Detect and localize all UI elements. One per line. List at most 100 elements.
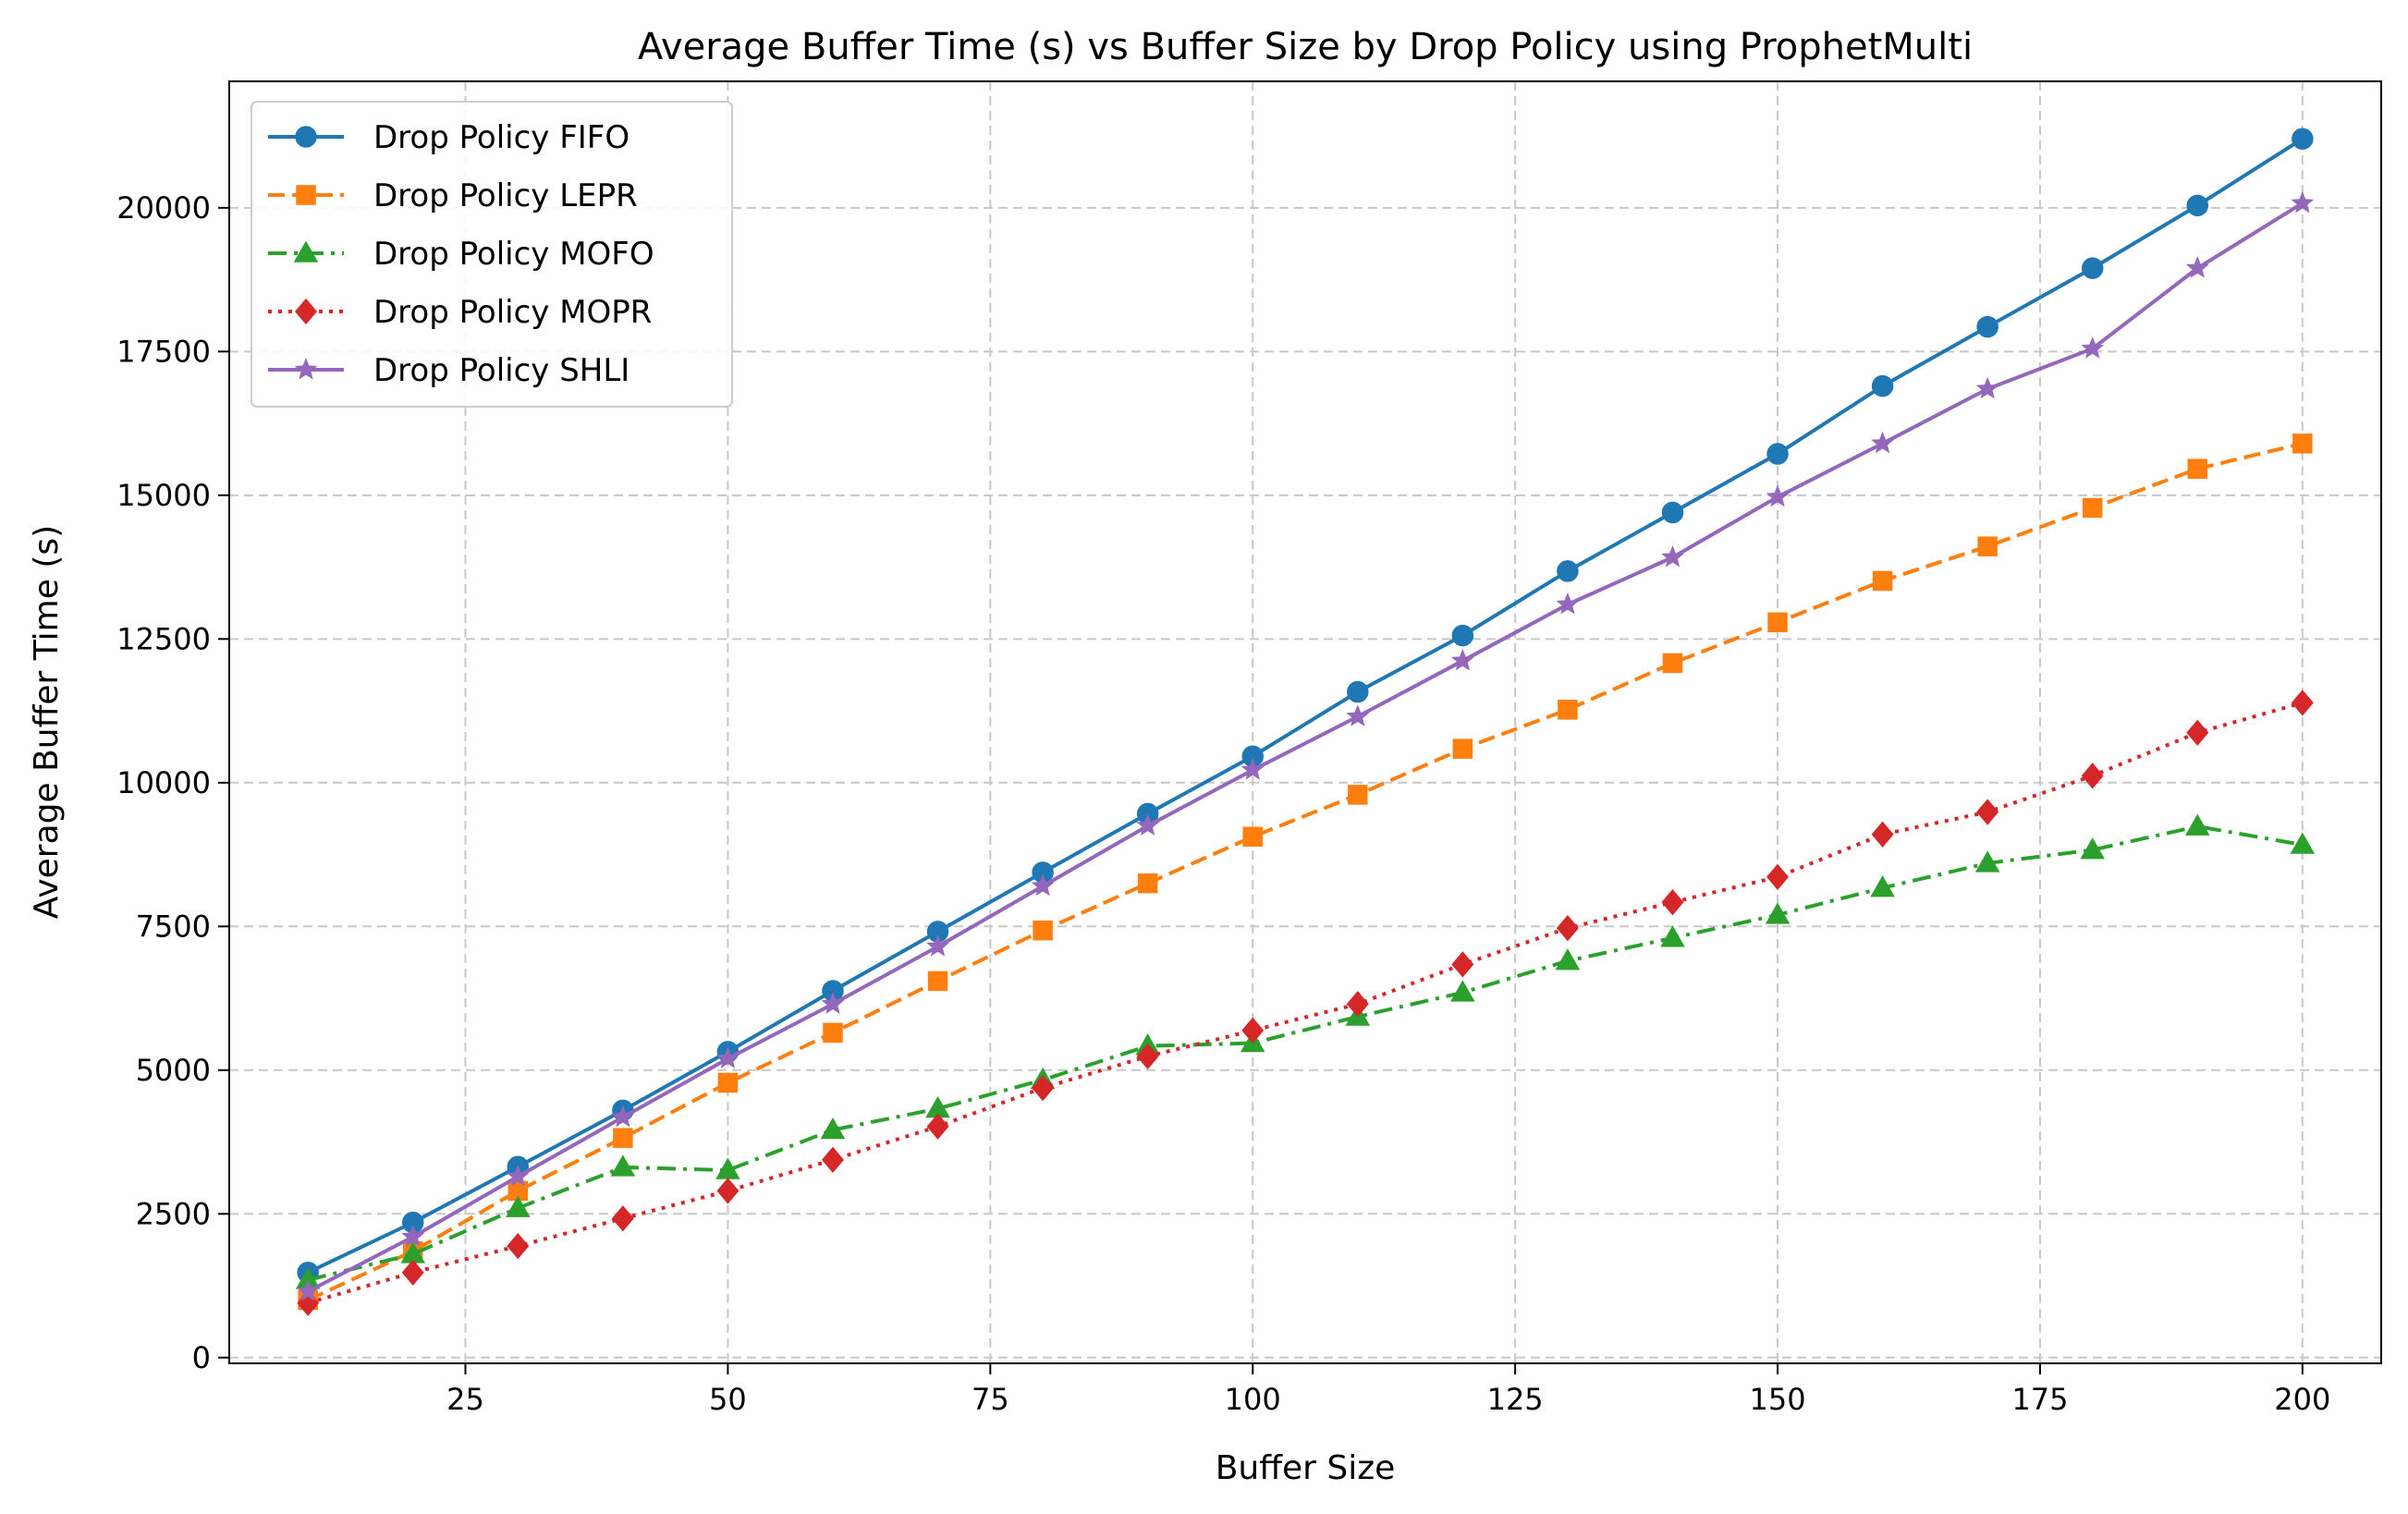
data-point (1975, 376, 1999, 399)
data-point (1031, 873, 1055, 897)
data-point (613, 1128, 633, 1148)
data-point (926, 934, 949, 957)
series-line (307, 441, 2304, 1302)
chart-title: Average Buffer Time (s) vs Buffer Size b… (638, 26, 1973, 68)
y-tick-label: 7500 (136, 909, 211, 944)
data-point (2292, 128, 2314, 150)
data-point (716, 1046, 740, 1068)
legend: Drop Policy FIFO Drop Policy LEPR Drop Pol… (251, 101, 733, 408)
data-point (611, 1105, 635, 1128)
data-point (1556, 592, 1580, 615)
data-point (2291, 190, 2315, 214)
series-line (307, 137, 2304, 1275)
data-point (1346, 991, 1369, 1018)
data-point (1241, 1017, 1265, 1044)
legend-label: Drop Policy SHLI (373, 352, 630, 389)
data-point (1348, 785, 1368, 805)
data-point (823, 1022, 843, 1044)
data-point (1871, 821, 1894, 848)
data-point (2081, 763, 2104, 789)
series-4 (297, 690, 2314, 1316)
y-tick-label: 20000 (116, 190, 211, 226)
legend-item: Drop Policy LEPR (268, 177, 638, 214)
data-point (1558, 700, 1578, 720)
data-point (2186, 719, 2209, 746)
data-point (1662, 653, 1683, 674)
data-point (1452, 739, 1473, 759)
data-point (2081, 336, 2105, 359)
data-point (401, 1259, 424, 1286)
data-point (1871, 431, 1894, 454)
legend-box (251, 101, 733, 408)
legend-label: Drop Policy FIFO (373, 119, 630, 156)
data-point (2082, 497, 2103, 519)
data-point (611, 1205, 634, 1232)
data-point (927, 971, 948, 992)
legend-marker (293, 240, 319, 263)
legend-marker (295, 298, 317, 325)
y-axis-label: Average Buffer Time (s) (28, 525, 66, 919)
data-point (296, 1279, 320, 1301)
data-point (1765, 902, 1791, 924)
data-point (1451, 951, 1474, 978)
data-point (2186, 194, 2209, 217)
data-point (1033, 920, 1053, 941)
data-point (2291, 690, 2314, 716)
x-tick-label: 100 (1225, 1382, 1281, 1417)
data-point (1032, 1074, 1055, 1102)
series-5 (296, 190, 2315, 1301)
x-tick-label: 25 (446, 1382, 484, 1417)
data-point (507, 1232, 530, 1260)
data-point (1136, 813, 1160, 836)
data-point (1555, 948, 1581, 971)
data-point (1767, 612, 1788, 633)
data-point (1870, 875, 1895, 897)
data-point (1136, 1043, 1159, 1070)
legend-label: Drop Policy MOFO (373, 236, 654, 273)
data-point (2290, 832, 2316, 854)
data-point (716, 1178, 740, 1204)
data-point (1242, 826, 1263, 848)
data-point (1346, 704, 1370, 726)
data-point (1976, 315, 1999, 338)
legend-label: Drop Policy MOPR (373, 294, 652, 331)
series-line (307, 701, 2304, 1305)
legend-marker (294, 357, 318, 380)
legend-marker (295, 126, 317, 148)
data-point (1557, 560, 1579, 582)
x-tick-label: 175 (2011, 1382, 2068, 1417)
series-layer (295, 128, 2316, 1316)
data-point (506, 1164, 530, 1187)
data-point (1450, 648, 1474, 671)
series-line (307, 824, 2304, 1282)
data-point (1766, 863, 1790, 890)
ticks: 25 50 75 100 125 150 175 200 0 2500 5000 7500 10000 1… (116, 190, 2330, 1417)
data-point (2080, 837, 2105, 860)
data-point (506, 1195, 531, 1217)
legend-item: Drop Policy MOFO (268, 236, 654, 273)
legend-marker (296, 185, 316, 205)
data-point (1556, 915, 1579, 942)
x-tick-label: 75 (972, 1382, 1009, 1417)
data-point (1766, 443, 1789, 465)
data-point (2292, 433, 2313, 454)
x-tick-label: 150 (1749, 1382, 1805, 1417)
data-point (1766, 484, 1790, 507)
series-1 (297, 128, 2314, 1284)
data-point (1660, 925, 1685, 947)
y-tick-label: 5000 (136, 1053, 211, 1088)
y-tick-label: 2500 (136, 1196, 211, 1231)
data-point (1661, 889, 1684, 916)
data-point (1137, 873, 1158, 894)
series-2 (298, 433, 2313, 1311)
x-tick-label: 125 (1487, 1382, 1544, 1417)
data-point (1451, 624, 1474, 647)
legend-label: Drop Policy LEPR (373, 177, 638, 214)
data-point (2081, 257, 2104, 279)
data-point (2185, 256, 2209, 278)
series-line (307, 201, 2304, 1294)
plot-frame (228, 80, 2382, 1364)
data-point (1977, 536, 1998, 556)
data-point (1976, 799, 1999, 825)
